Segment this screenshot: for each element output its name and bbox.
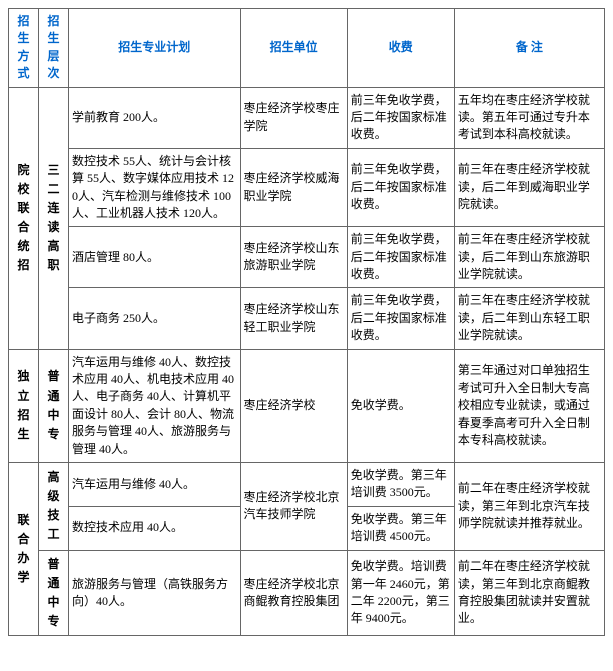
fee-cell: 免收学费。培训费第一年 2460元，第二年 2200元，第三年 9400元。	[347, 550, 454, 636]
note-cell: 前三年在枣庄经济学校就读，后二年到山东旅游职业学院就读。	[454, 227, 604, 288]
note-cell: 前三年在枣庄经济学校就读，后二年到威海职业学院就读。	[454, 148, 604, 227]
method-cell: 独立招生	[9, 349, 39, 462]
fee-cell: 前三年免收学费，后二年按国家标准收费。	[347, 288, 454, 349]
level-cell: 普通中专	[39, 349, 69, 462]
plan-cell: 旅游服务与管理（高铁服务方向）40人。	[69, 550, 241, 636]
table-row: 独立招生 普通中专 汽车运用与维修 40人、数控技术应用 40人、机电技术应用 …	[9, 349, 605, 462]
level-cell: 高级技工	[39, 462, 69, 550]
unit-cell: 枣庄经济学校北京汽车技师学院	[240, 462, 347, 550]
unit-cell: 枣庄经济学校枣庄学院	[240, 87, 347, 148]
plan-cell: 学前教育 200人。	[69, 87, 241, 148]
note-cell: 第三年通过对口单独招生考试可升入全日制大专高校相应专业就读，或通过春夏季高考可升…	[454, 349, 604, 462]
unit-cell: 枣庄经济学校山东旅游职业学院	[240, 227, 347, 288]
note-cell: 五年均在枣庄经济学校就读。第五年可通过专升本考试到本科高校就读。	[454, 87, 604, 148]
table-row: 数控技术 55人、统计与会计核算 55人、数字媒体应用技术 120人、汽车检测与…	[9, 148, 605, 227]
table-row: 院校联合统招 三二连读高职 学前教育 200人。 枣庄经济学校枣庄学院 前三年免…	[9, 87, 605, 148]
method-cell: 联合办学	[9, 462, 39, 635]
table-row: 联合办学 高级技工 汽车运用与维修 40人。 枣庄经济学校北京汽车技师学院 免收…	[9, 462, 605, 506]
note-cell: 前二年在枣庄经济学校就读，第三年到北京商鲲教育控股集团就读并安置就业。	[454, 550, 604, 636]
h-level: 招生层次	[39, 9, 69, 88]
unit-cell: 枣庄经济学校威海职业学院	[240, 148, 347, 227]
method-cell: 院校联合统招	[9, 87, 39, 349]
fee-cell: 前三年免收学费，后二年按国家标准收费。	[347, 227, 454, 288]
h-fee: 收费	[347, 9, 454, 88]
unit-cell: 枣庄经济学校山东轻工职业学院	[240, 288, 347, 349]
level-cell: 三二连读高职	[39, 87, 69, 349]
table-row: 电子商务 250人。 枣庄经济学校山东轻工职业学院 前三年免收学费，后二年按国家…	[9, 288, 605, 349]
level-cell: 普通中专	[39, 550, 69, 636]
table-row: 酒店管理 80人。 枣庄经济学校山东旅游职业学院 前三年免收学费，后二年按国家标…	[9, 227, 605, 288]
plan-cell: 数控技术应用 40人。	[69, 506, 241, 550]
fee-cell: 免收学费。第三年培训费 4500元。	[347, 506, 454, 550]
admissions-table: 招生方式 招生层次 招生专业计划 招生单位 收费 备 注 院校联合统招 三二连读…	[8, 8, 605, 636]
plan-cell: 电子商务 250人。	[69, 288, 241, 349]
fee-cell: 免收学费。第三年培训费 3500元。	[347, 462, 454, 506]
h-plan: 招生专业计划	[69, 9, 241, 88]
h-unit: 招生单位	[240, 9, 347, 88]
fee-cell: 前三年免收学费，后二年按国家标准收费。	[347, 148, 454, 227]
plan-cell: 汽车运用与维修 40人、数控技术应用 40人、机电技术应用 40人、电子商务 4…	[69, 349, 241, 462]
h-method: 招生方式	[9, 9, 39, 88]
plan-cell: 酒店管理 80人。	[69, 227, 241, 288]
plan-cell: 汽车运用与维修 40人。	[69, 462, 241, 506]
unit-cell: 枣庄经济学校	[240, 349, 347, 462]
h-note: 备 注	[454, 9, 604, 88]
note-cell: 前三年在枣庄经济学校就读，后二年到山东轻工职业学院就读。	[454, 288, 604, 349]
header-row: 招生方式 招生层次 招生专业计划 招生单位 收费 备 注	[9, 9, 605, 88]
note-cell: 前二年在枣庄经济学校就读，第三年到北京汽车技师学院就读并推荐就业。	[454, 462, 604, 550]
plan-cell: 数控技术 55人、统计与会计核算 55人、数字媒体应用技术 120人、汽车检测与…	[69, 148, 241, 227]
unit-cell: 枣庄经济学校北京商鲲教育控股集团	[240, 550, 347, 636]
fee-cell: 前三年免收学费，后二年按国家标准收费。	[347, 87, 454, 148]
table-row: 普通中专 旅游服务与管理（高铁服务方向）40人。 枣庄经济学校北京商鲲教育控股集…	[9, 550, 605, 636]
fee-cell: 免收学费。	[347, 349, 454, 462]
